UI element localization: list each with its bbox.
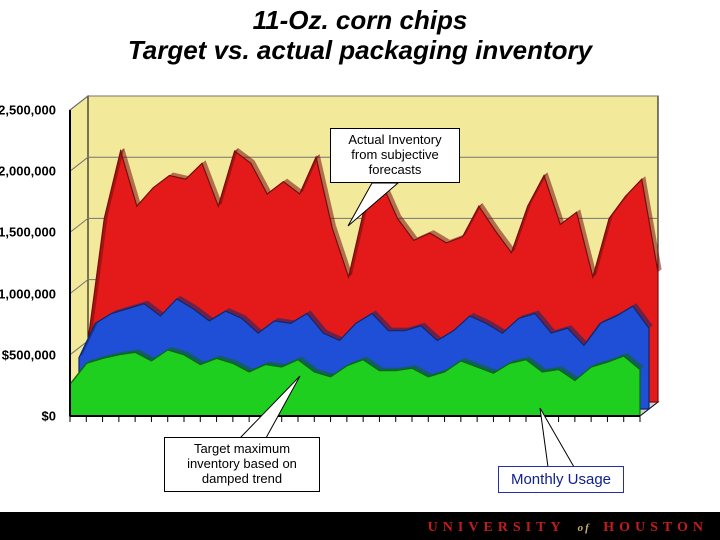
callout-usage-l1: Monthly Usage [507,471,615,488]
brand-of: of [578,522,591,534]
y-tick-label: $1,000,000 [0,286,56,301]
callout-usage: Monthly Usage [498,466,624,493]
y-tick-label: $0 [42,409,56,424]
footer-brand: UNIVERSITY of HOUSTON [428,520,708,536]
y-tick-label: $2,500,000 [0,103,56,118]
y-tick-label: $500,000 [2,347,56,362]
callout-target-l2: inventory based on [173,457,311,472]
y-tick-label: $2,000,000 [0,164,56,179]
callout-actual-l2: from subjective [339,148,451,163]
callout-actual-l1: Actual Inventory [339,133,451,148]
brand-houston: HOUSTON [603,520,708,535]
title-line-2: Target vs. actual packaging inventory [0,36,720,66]
title-line-1: 11-Oz. corn chips [0,6,720,36]
brand-university: UNIVERSITY [428,520,565,535]
callout-actual-l3: forecasts [339,163,451,178]
callout-target: Target maximum inventory based on damped… [164,437,320,492]
callout-actual: Actual Inventory from subjective forecas… [330,128,460,183]
slide-title: 11-Oz. corn chips Target vs. actual pack… [0,0,720,66]
callout-target-l1: Target maximum [173,442,311,457]
footer-bar: UNIVERSITY of HOUSTON [0,512,720,540]
y-tick-label: $1,500,000 [0,225,56,240]
callout-target-l3: damped trend [173,472,311,487]
